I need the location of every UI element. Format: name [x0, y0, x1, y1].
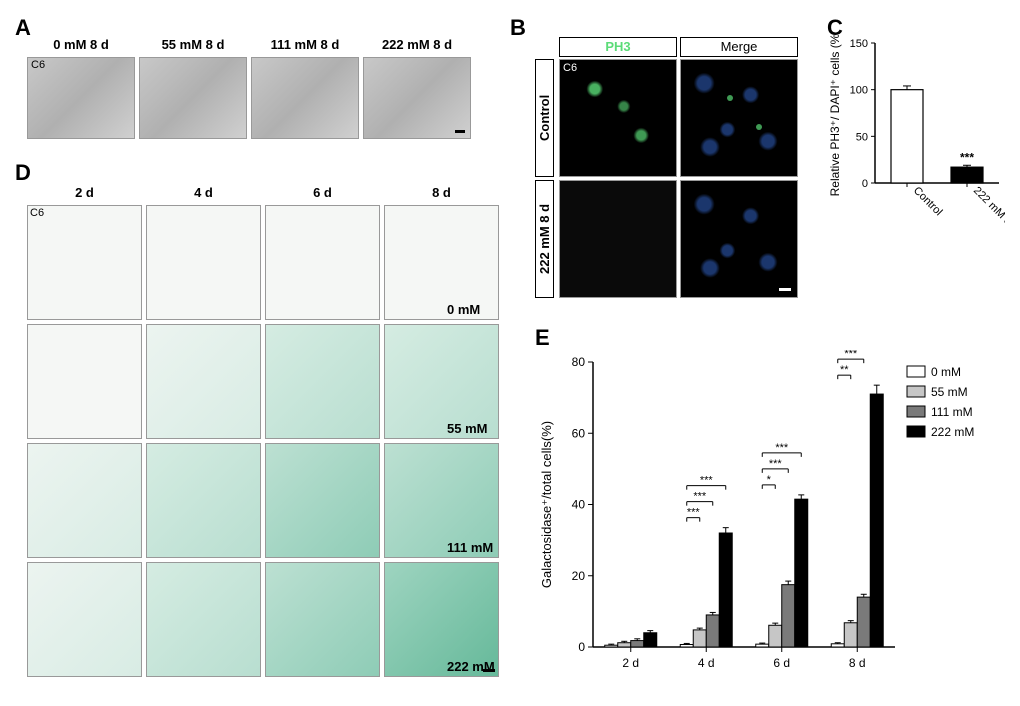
panel-d-img-r1-c0	[27, 324, 142, 439]
svg-text:60: 60	[572, 426, 586, 440]
panel-e-bar-g3-s1	[844, 623, 857, 647]
panel-b-col-ph3: PH3	[559, 37, 677, 57]
svg-text:150: 150	[850, 38, 868, 50]
svg-text:*: *	[767, 474, 772, 486]
svg-text:***: ***	[960, 150, 974, 164]
panel-d-img-r2-c0	[27, 443, 142, 558]
svg-text:***: ***	[844, 350, 858, 360]
panel-e-bar-g2-s3	[795, 499, 808, 647]
panel-d-img-r0-c1	[146, 205, 261, 320]
panel-e-bar-g0-s0	[605, 645, 618, 647]
panel-a-cellline: C6	[31, 59, 45, 71]
panel-e-bar-g1-s1	[693, 630, 706, 647]
panel-b-img-ctrl-ph3: C6	[559, 59, 677, 177]
scalebar-b	[779, 288, 791, 291]
svg-text:0: 0	[862, 178, 868, 190]
svg-text:***: ***	[693, 491, 707, 503]
panel-d-col-3: 8 d	[384, 185, 499, 200]
panel-d-row-0: 0 mM	[447, 302, 480, 317]
panel-e-legend-txt-0: 0 mM	[931, 365, 961, 379]
svg-text:Galactosidase⁺/total cells(%): Galactosidase⁺/total cells(%)	[539, 421, 554, 588]
panel-e-bar-g1-s3	[719, 533, 732, 647]
panel-b-row-control: Control	[535, 59, 554, 177]
panel-d-col-0: 2 d	[27, 185, 142, 200]
panel-b-label: B	[510, 15, 526, 41]
panel-c-bar-1	[951, 167, 983, 183]
panel-e-legend-sq-0	[907, 366, 925, 377]
svg-text:***: ***	[775, 442, 789, 454]
panel-b-col-merge: Merge	[680, 37, 798, 57]
panel-d-img-r3-c2	[265, 562, 380, 677]
panel-e-legend-sq-3	[907, 426, 925, 437]
panel-d-img-r1-c2	[265, 324, 380, 439]
svg-text:Control: Control	[911, 185, 945, 219]
panel-d-img-r0-c3	[384, 205, 499, 320]
panel-d-img-r2-c2	[265, 443, 380, 558]
svg-text:80: 80	[572, 355, 586, 369]
panel-e-legend-sq-2	[907, 406, 925, 417]
panel-d-row-1: 55 mM	[447, 421, 487, 436]
panel-b-img-222-ph3	[559, 180, 677, 298]
scalebar-d	[483, 669, 495, 672]
panel-d-row-2: 111 mM	[447, 540, 493, 555]
svg-text:2 d: 2 d	[622, 656, 639, 670]
panel-e-bar-g3-s2	[857, 597, 870, 647]
svg-text:***: ***	[700, 475, 714, 487]
panel-b-row-222: 222 mM 8 d	[535, 180, 554, 298]
panel-d-label: D	[15, 160, 31, 186]
panel-d-img-r3-c1	[146, 562, 261, 677]
panel-d-img-r3-c0	[27, 562, 142, 677]
panel-a-img-3	[363, 57, 471, 139]
panel-e-bar-g2-s2	[782, 585, 795, 647]
panel-a-cond-0: 0 mM 8 d	[27, 37, 135, 52]
svg-text:4 d: 4 d	[698, 656, 715, 670]
panel-d-img-r1-c1	[146, 324, 261, 439]
panel-e-bar-g3-s3	[870, 394, 883, 647]
panel-b-img-ctrl-merge	[680, 59, 798, 177]
panel-a-cond-3: 222 mM 8 d	[363, 37, 471, 52]
figure-root: A 0 mM 8 d55 mM 8 d111 mM 8 d222 mM 8 d …	[15, 15, 1005, 691]
panel-d-col-2: 6 d	[265, 185, 380, 200]
panel-e-bar-g0-s1	[618, 643, 631, 647]
svg-text:0: 0	[578, 640, 585, 654]
svg-text:***: ***	[769, 458, 783, 470]
panel-e-legend-sq-1	[907, 386, 925, 397]
panel-b-cellline: C6	[563, 62, 577, 74]
svg-text:100: 100	[850, 85, 868, 97]
svg-text:40: 40	[572, 498, 586, 512]
scalebar-a	[455, 130, 465, 133]
panel-d-cellline: C6	[30, 207, 44, 219]
svg-text:50: 50	[856, 131, 868, 143]
panel-e-bar-g1-s2	[706, 615, 719, 647]
panel-a-cond-1: 55 mM 8 d	[139, 37, 247, 52]
panel-d-img-r0-c2	[265, 205, 380, 320]
panel-e-legend-txt-1: 55 mM	[931, 385, 968, 399]
panel-e-bar-g2-s1	[769, 625, 782, 647]
panel-c-bar-0	[891, 90, 923, 183]
panel-e-legend-txt-2: 111 mM	[931, 405, 973, 419]
panel-e-label: E	[535, 325, 550, 351]
panel-d-img-r2-c1	[146, 443, 261, 558]
svg-text:20: 20	[572, 569, 586, 583]
svg-text:**: **	[840, 364, 849, 376]
panel-e-bar-g2-s0	[756, 644, 769, 647]
panel-e-bar-g0-s3	[644, 633, 657, 647]
svg-text:***: ***	[687, 507, 701, 519]
svg-text:8 d: 8 d	[849, 656, 866, 670]
panel-a-cond-2: 111 mM 8 d	[251, 37, 359, 52]
panel-a-img-1	[139, 57, 247, 139]
panel-e-bar-g0-s2	[631, 641, 644, 647]
svg-text:Relative PH3⁺/ DAPI⁺ cells (%): Relative PH3⁺/ DAPI⁺ cells (%)	[828, 35, 842, 196]
panel-e-bar-g3-s0	[831, 644, 844, 647]
panel-d-img-r0-c0	[27, 205, 142, 320]
panel-b-img-222-merge	[680, 180, 798, 298]
panel-e-chart: 0 20 40 60 80 Galactosidase⁺/total cells(%) 2 …	[535, 350, 1005, 685]
panel-d-col-1: 4 d	[146, 185, 261, 200]
svg-text:6 d: 6 d	[773, 656, 790, 670]
svg-text:222 mM 8 d: 222 mM 8 d	[971, 185, 1005, 235]
panel-c-chart: 0 50 100 150 Relative PH3⁺/ DAPI⁺ cells (%) C…	[827, 35, 1005, 245]
panel-e-legend-txt-3: 222 mM	[931, 425, 974, 439]
panel-a-img-2	[251, 57, 359, 139]
panel-e-bar-g1-s0	[680, 645, 693, 647]
